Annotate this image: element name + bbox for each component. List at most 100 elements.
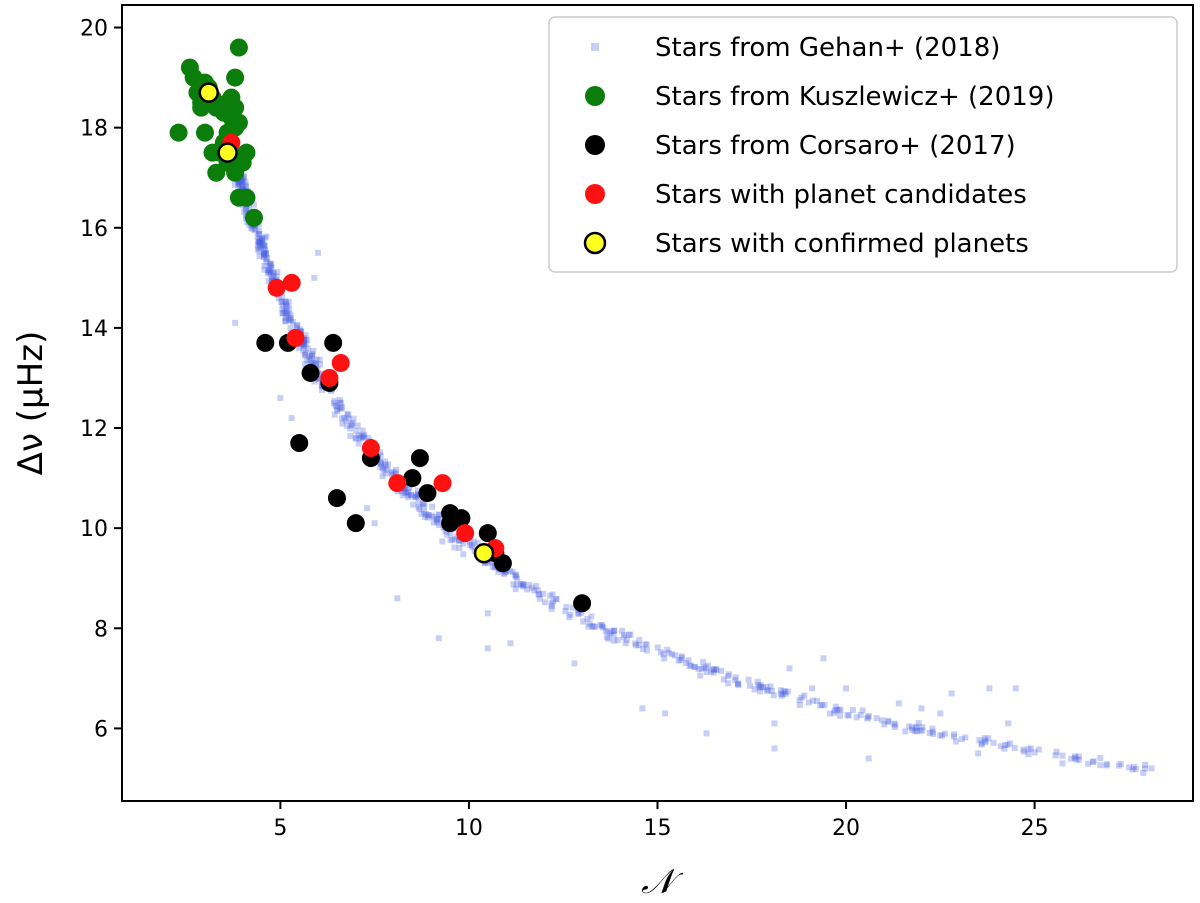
stars-from-gehan-2018-point [695, 665, 702, 672]
stars-from-gehan-2018-point [267, 266, 274, 273]
stars-from-gehan-2018-point [712, 666, 719, 673]
stars-from-gehan-2018-point [284, 302, 291, 309]
stars-from-gehan-2018-point [424, 514, 431, 521]
stars-from-gehan-2018-point [578, 609, 585, 616]
stars-from-gehan-2018-point [710, 669, 717, 676]
stars-from-gehan-2018-point [1068, 755, 1075, 762]
stars-from-gehan-2018-point [336, 400, 343, 407]
stars-with-confirmed-planets-point [217, 142, 238, 163]
stars-from-gehan-2018-point [248, 224, 255, 231]
stars-from-gehan-2018-point [311, 378, 318, 385]
stars-from-gehan-2018-point [302, 361, 309, 368]
stars-from-gehan-2018-point [428, 512, 435, 519]
stars-from-gehan-2018-point [239, 184, 246, 191]
stars-from-gehan-2018-point [512, 586, 519, 593]
stars-from-gehan-2018-point [250, 201, 257, 208]
stars-from-gehan-2018-point [269, 276, 276, 283]
stars-from-gehan-2018-point [260, 253, 267, 260]
stars-from-gehan-2018-point [805, 699, 812, 706]
y-tick-label: 10 [80, 517, 108, 542]
stars-from-gehan-2018-point [976, 737, 983, 744]
stars-from-gehan-2018-point [575, 610, 582, 617]
stars-from-gehan-2018-point [371, 520, 378, 527]
stars-from-gehan-2018-point [720, 676, 727, 683]
stars-from-gehan-2018-point [300, 347, 307, 354]
stars-from-gehan-2018-point [232, 319, 239, 326]
stars-from-gehan-2018-point [392, 469, 399, 476]
legend: Stars from Gehan+ (2018) Stars from Kuszl… [548, 16, 1178, 273]
stars-from-gehan-2018-point [377, 452, 384, 459]
stars-from-gehan-2018-point [553, 596, 560, 603]
stars-from-kuszlewicz-2019-point [169, 123, 188, 142]
stars-from-gehan-2018-point [665, 649, 672, 656]
stars-from-gehan-2018-point [334, 406, 341, 413]
stars-from-gehan-2018-point [299, 341, 306, 348]
stars-from-gehan-2018-point [917, 727, 924, 734]
stars-from-gehan-2018-point [313, 356, 320, 363]
stars-from-kuszlewicz-2019-point [237, 143, 256, 162]
stars-from-gehan-2018-point [495, 568, 502, 575]
stars-from-gehan-2018-point [1075, 756, 1082, 763]
stars-from-gehan-2018-point [307, 357, 314, 364]
stars-from-gehan-2018-point [421, 508, 428, 515]
stars-from-gehan-2018-point [990, 739, 997, 746]
y-axis: 6 8 10 12 14 16 18 20 [80, 17, 122, 742]
stars-from-gehan-2018-point [919, 727, 926, 734]
stars-from-gehan-2018-point [514, 575, 521, 582]
stars-from-gehan-2018-point [725, 680, 732, 687]
stars-from-gehan-2018-point [411, 494, 418, 501]
stars-from-gehan-2018-point [376, 458, 383, 465]
stars-from-gehan-2018-point [982, 737, 989, 744]
stars-from-gehan-2018-point [1142, 765, 1149, 772]
stars-from-gehan-2018-point [285, 310, 292, 317]
stars-from-gehan-2018-point [270, 270, 277, 277]
stars-from-gehan-2018-point [611, 627, 618, 634]
stars-from-gehan-2018-point [382, 463, 389, 470]
stars-from-gehan-2018-point [338, 404, 345, 411]
stars-from-gehan-2018-point [263, 256, 270, 263]
stars-from-gehan-2018-point [256, 253, 263, 260]
stars-from-kuszlewicz-2019-point [229, 113, 248, 132]
y-tick-label: 14 [80, 317, 108, 342]
stars-from-corsaro-2017-point [346, 514, 365, 533]
legend-marker [585, 135, 605, 155]
stars-from-gehan-2018-point [422, 510, 429, 517]
stars-from-gehan-2018-point [451, 536, 458, 543]
stars-from-gehan-2018-point [864, 715, 871, 722]
stars-from-gehan-2018-point [287, 325, 294, 332]
stars-from-corsaro-2017-point [301, 363, 320, 382]
stars-from-corsaro-2017-point [452, 509, 471, 528]
stars-from-gehan-2018-point [434, 516, 441, 523]
stars-from-gehan-2018-point [821, 702, 828, 709]
stars-from-gehan-2018-point [1090, 758, 1097, 765]
stars-from-gehan-2018-point [255, 227, 262, 234]
stars-from-gehan-2018-point [296, 326, 303, 333]
stars-from-gehan-2018-point [682, 659, 689, 666]
stars-from-gehan-2018-point [982, 739, 989, 746]
stars-from-gehan-2018-point [1053, 748, 1060, 755]
stars-from-gehan-2018-point [256, 238, 263, 245]
stars-from-gehan-2018-point [614, 637, 621, 644]
stars-from-gehan-2018-point [892, 721, 899, 728]
stars-from-gehan-2018-point [678, 653, 685, 660]
stars-from-gehan-2018-point [435, 511, 442, 518]
stars-from-gehan-2018-point [302, 340, 309, 347]
stars-from-gehan-2018-point [287, 311, 294, 318]
stars-from-gehan-2018-point [353, 427, 360, 434]
stars-from-gehan-2018-point [439, 538, 446, 545]
stars-from-gehan-2018-point [279, 310, 286, 317]
stars-from-gehan-2018-point [382, 461, 389, 468]
stars-from-gehan-2018-point [502, 568, 509, 575]
stars-from-gehan-2018-point [260, 249, 267, 256]
stars-from-gehan-2018-point [286, 305, 293, 312]
stars-from-gehan-2018-point [632, 640, 639, 647]
stars-from-gehan-2018-point [902, 728, 909, 735]
stars-from-gehan-2018-point [1073, 756, 1080, 763]
stars-from-gehan-2018-point [857, 712, 864, 719]
stars-from-gehan-2018-point [252, 226, 259, 233]
stars-from-gehan-2018-point [732, 677, 739, 684]
stars-from-gehan-2018-point [591, 623, 598, 630]
stars-from-gehan-2018-point [513, 581, 520, 588]
stars-from-gehan-2018-point [778, 692, 785, 699]
stars-from-gehan-2018-point [643, 641, 650, 648]
